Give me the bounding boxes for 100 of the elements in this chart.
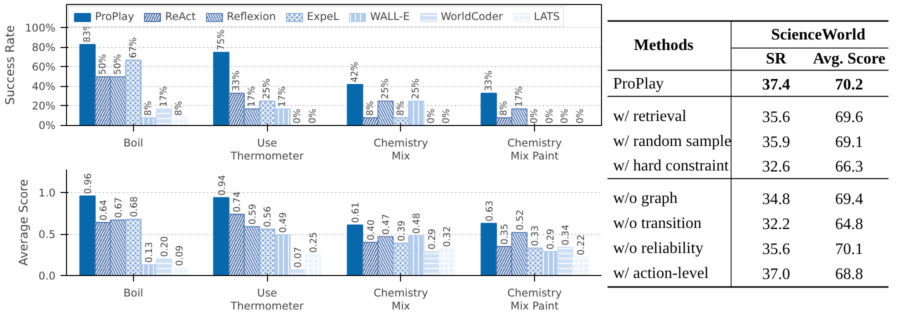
text: 69.6	[835, 108, 864, 126]
x-tick-label: Use Thermometer	[230, 286, 304, 312]
text: w/ hard constraint	[613, 158, 730, 175]
data-label: 8%	[143, 100, 154, 116]
text: SR	[766, 50, 787, 68]
text: 32.2	[762, 216, 790, 233]
data-label: 50%	[97, 54, 108, 75]
bar	[213, 52, 230, 126]
data-label: 25%	[262, 78, 273, 100]
text: w/o transition	[613, 215, 702, 232]
text: 70.2	[835, 76, 864, 94]
data-label: 0.64	[98, 200, 110, 220]
legend-label: Reflexion	[226, 10, 276, 23]
text: 35.6	[762, 108, 790, 126]
bar	[346, 84, 364, 126]
text: ProPlay	[613, 75, 664, 92]
x-tick-label: Chemistry Mix	[374, 136, 428, 162]
data-label: 0%	[560, 108, 571, 124]
data-label: 8%	[498, 100, 510, 116]
text: w/ random sample	[613, 132, 732, 150]
data-label: 0.63	[484, 200, 496, 222]
y-tick-label: 0.0	[38, 270, 56, 282]
bar	[346, 224, 364, 276]
data-label: 0.74	[232, 191, 244, 212]
data-label: 0.96	[83, 173, 94, 194]
data-label: 17%	[246, 86, 258, 107]
data-label: 0.68	[128, 196, 140, 218]
x-tick-label: Chemistry Mix	[374, 286, 428, 312]
data-label: 0%	[307, 108, 318, 124]
bar	[480, 92, 497, 126]
y-tick-label: 0.5	[38, 228, 56, 242]
text: 68.8	[835, 266, 864, 283]
data-label: 50%	[112, 54, 124, 75]
y-tick-label: 80%	[32, 40, 56, 54]
y-tick-label: 60%	[32, 60, 56, 74]
data-label: 0.40	[366, 220, 377, 240]
data-label: 17%	[514, 86, 525, 107]
y-tick-label: 0%	[38, 119, 56, 132]
data-label: 25%	[410, 78, 422, 100]
legend-label: LATS	[534, 10, 560, 23]
text: 69.4	[835, 191, 864, 208]
text: Avg. Score	[813, 50, 886, 68]
data-label: 0.49	[278, 212, 289, 233]
data-label: 0%	[544, 108, 556, 124]
data-label: 0.47	[381, 214, 392, 235]
data-label: 0%	[529, 108, 540, 124]
bar	[480, 222, 497, 276]
x-tick-label: Boil	[124, 286, 144, 300]
data-label: 33%	[483, 70, 494, 92]
y-tick-label: 100%	[25, 21, 56, 34]
text: 35.6	[762, 240, 790, 258]
data-label: 8%	[395, 100, 406, 116]
data-label: 0.35	[500, 224, 511, 245]
data-label: 75%	[216, 29, 227, 50]
text: 37.4	[762, 76, 790, 94]
text: w/o graph	[613, 190, 678, 208]
x-tick-label: Chemistry Mix Paint	[507, 286, 562, 312]
x-tick-label: Use Thermometer	[230, 136, 304, 162]
legend-label: ProPlay	[95, 10, 134, 23]
legend-label: WALL-E	[370, 10, 410, 23]
y-tick-label: 1.0	[38, 186, 56, 200]
x-tick-label: Boil	[124, 136, 144, 150]
data-label: 67%	[128, 37, 139, 58]
text: ScienceWorld	[771, 26, 866, 44]
y-tick-label: 40%	[32, 80, 56, 93]
data-label: 0.13	[144, 242, 156, 263]
text: 37.0	[762, 266, 790, 283]
data-label: 42%	[350, 62, 361, 83]
data-label: 8%	[364, 100, 376, 116]
data-label: 0.29	[545, 228, 556, 250]
data-label: 0%	[441, 108, 452, 124]
data-label: 0%	[292, 108, 304, 124]
data-label: 0.33	[530, 225, 542, 246]
text: w/o reliability	[613, 240, 704, 257]
text: Methods	[634, 37, 694, 54]
bar	[79, 196, 96, 276]
data-label: 0%	[426, 108, 437, 124]
data-label: 0.61	[350, 202, 362, 223]
data-label: 83%	[82, 22, 94, 43]
data-label: 0.29	[426, 228, 438, 250]
text: w/ retrieval	[613, 108, 687, 125]
data-label: 17%	[158, 86, 170, 107]
data-label: 0.25	[308, 232, 320, 253]
y-axis-title: Average Score	[16, 179, 31, 266]
data-label: 8%	[174, 100, 185, 116]
data-label: 0.67	[114, 197, 125, 218]
y-tick-label: 20%	[32, 99, 56, 112]
data-label: 0.20	[159, 236, 170, 257]
data-label: 0.22	[576, 234, 587, 256]
text: 35.9	[762, 134, 790, 151]
x-tick-label: Chemistry Mix Paint	[507, 136, 562, 162]
data-label: 0.09	[174, 245, 186, 266]
legend-label: ExpeL	[306, 10, 340, 23]
data-label: 0.07	[293, 246, 304, 268]
data-label: 0.39	[396, 220, 408, 242]
data-label: 17%	[276, 86, 288, 107]
text: 69.1	[835, 134, 864, 151]
text: 34.8	[762, 191, 790, 208]
data-label: 0.32	[442, 226, 454, 247]
data-label: 0.48	[412, 212, 423, 234]
